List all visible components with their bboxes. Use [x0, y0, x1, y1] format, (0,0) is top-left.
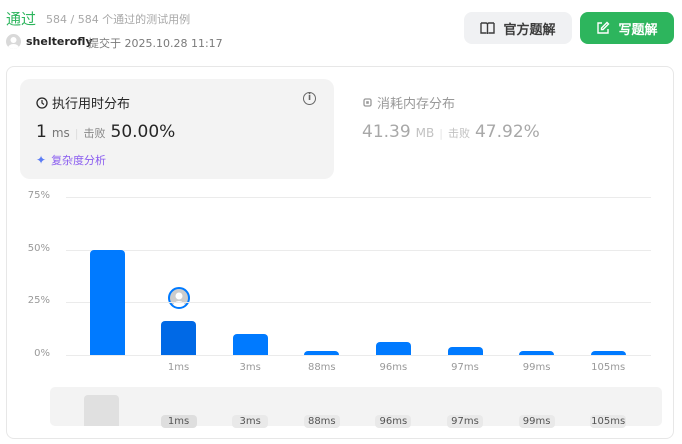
user-position-avatar	[167, 287, 190, 310]
chart-range-scrollbar[interactable]	[50, 387, 662, 426]
x-tick-label: 3ms	[239, 362, 261, 373]
runtime-unit: ms	[51, 126, 70, 140]
chip-icon	[363, 98, 372, 107]
runtime-beat-value: 50.00%	[110, 122, 176, 142]
runtime-value: 1	[36, 122, 47, 142]
write-solution-button[interactable]: 写题解	[580, 12, 674, 44]
x-tick-label: 1ms	[167, 362, 190, 373]
x-tick-label: 97ms	[451, 362, 479, 373]
submitted-time: 提交于 2025.10.28 11:17	[88, 37, 223, 50]
memory-stats: 41.39 MB | 击败 47.92%	[362, 122, 540, 142]
sparkle-icon: ✦	[36, 153, 47, 167]
result-card	[6, 66, 674, 439]
mini-x-label: 97ms	[447, 415, 483, 428]
y-tick-label: 25%	[27, 295, 50, 307]
complexity-analysis-link[interactable]: ✦ 复杂度分析	[36, 152, 106, 168]
bar-3ms[interactable]	[232, 333, 268, 355]
memory-title-text: 消耗内存分布	[377, 97, 456, 112]
gridline	[66, 197, 651, 198]
mini-x-label: 3ms	[232, 415, 269, 428]
x-tick-label: 88ms	[307, 362, 336, 373]
x-tick-label: 99ms	[522, 362, 551, 373]
mini-x-label: 105ms	[590, 415, 627, 428]
bar-99ms[interactable]	[519, 350, 555, 355]
info-icon[interactable]: i	[303, 92, 316, 105]
memory-unit: MB	[415, 126, 435, 140]
runtime-title: 执行用时分布	[36, 93, 130, 112]
book-icon	[480, 21, 496, 34]
x-tick-label: 105ms	[591, 362, 626, 373]
write-solution-label: 写题解	[618, 22, 658, 38]
mini-x-label: 96ms	[375, 415, 412, 428]
gridline	[66, 355, 651, 356]
runtime-panel[interactable]	[20, 79, 334, 179]
runtime-stats: 1 ms | 击败 50.00%	[36, 122, 176, 142]
mini-x-label: 99ms	[518, 415, 555, 428]
runtime-beat-label: 击败	[83, 127, 106, 140]
gridline	[66, 249, 651, 251]
bar-96ms[interactable]	[375, 342, 411, 355]
runtime-title-text: 执行用时分布	[52, 97, 131, 112]
memory-beat-label: 击败	[447, 127, 470, 140]
official-solution-label: 官方题解	[503, 22, 556, 38]
memory-beat-value: 47.92%	[474, 122, 540, 142]
bar-105ms[interactable]	[590, 350, 626, 355]
username-link[interactable]: shelterofly	[26, 35, 93, 48]
memory-value: 41.39	[362, 122, 411, 142]
bar-1ms[interactable]	[161, 321, 197, 355]
memory-tab[interactable]: 消耗内存分布	[362, 93, 455, 112]
official-solution-button[interactable]: 官方题解	[464, 12, 572, 44]
mini-x-label: 88ms	[303, 415, 340, 428]
bar-first[interactable]	[89, 249, 125, 355]
y-tick-label: 0%	[34, 348, 50, 359]
test-cases-count: 584 / 584 个通过的测试用例	[46, 13, 191, 26]
edit-icon	[597, 21, 610, 34]
clock-icon	[36, 96, 48, 109]
x-tick-label: 96ms	[379, 362, 408, 373]
complexity-label: 复杂度分析	[51, 154, 107, 167]
gridline	[66, 302, 651, 304]
avatar[interactable]	[6, 34, 21, 49]
bar-97ms[interactable]	[447, 346, 483, 355]
y-tick-label: 75%	[27, 190, 50, 201]
scroll-thumb[interactable]	[84, 395, 119, 426]
mini-x-label: 1ms	[160, 415, 197, 428]
bar-88ms[interactable]	[304, 350, 340, 355]
status-label: 通过	[6, 10, 37, 28]
y-tick-label: 50%	[27, 242, 50, 254]
